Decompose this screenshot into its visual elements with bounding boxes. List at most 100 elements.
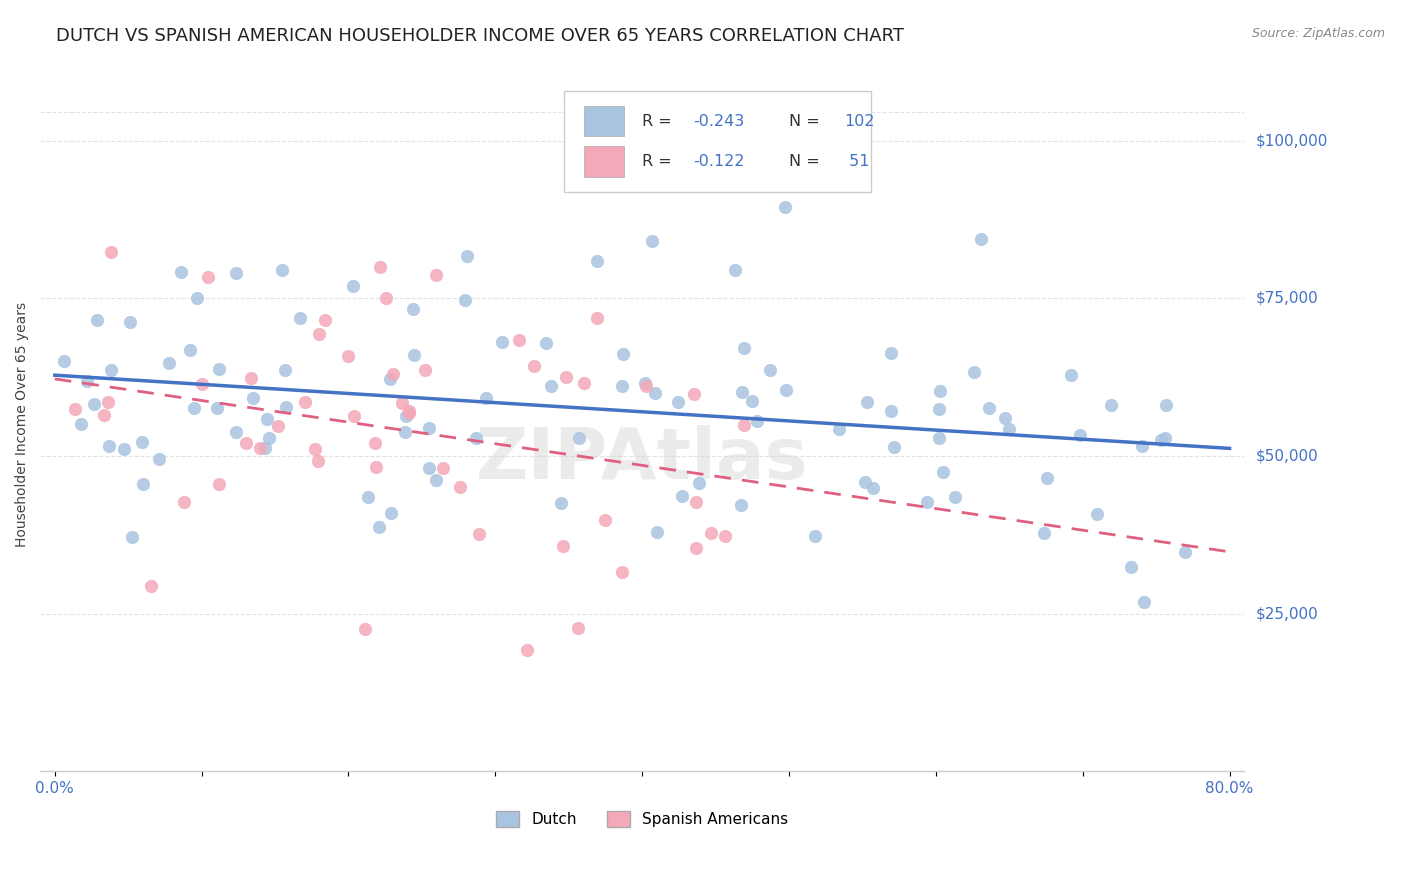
Point: [425, 268, 447, 283]
Point: [879, 404, 901, 418]
Point: [883, 440, 905, 454]
FancyBboxPatch shape: [585, 146, 624, 177]
Point: [394, 425, 416, 439]
Point: [254, 442, 277, 456]
Point: [274, 400, 297, 414]
Point: [186, 291, 208, 305]
Point: [190, 376, 212, 391]
Point: [997, 421, 1019, 435]
Point: [304, 442, 326, 457]
Point: [534, 336, 557, 351]
Point: [98, 439, 121, 453]
Point: [225, 266, 247, 280]
Point: [456, 249, 478, 263]
Point: [1150, 434, 1173, 448]
Text: N =: N =: [789, 113, 825, 128]
Point: [208, 476, 231, 491]
Point: [880, 345, 903, 359]
Point: [418, 421, 440, 435]
Point: [645, 524, 668, 539]
Point: [413, 363, 436, 377]
Point: [398, 403, 420, 417]
Point: [197, 269, 219, 284]
Point: [759, 363, 782, 377]
Point: [290, 310, 312, 325]
Point: [132, 476, 155, 491]
Point: [418, 460, 440, 475]
Point: [612, 347, 634, 361]
Point: [641, 234, 664, 248]
Point: [634, 376, 657, 390]
Point: [336, 349, 359, 363]
Point: [932, 466, 955, 480]
Point: [364, 436, 387, 450]
Point: [943, 490, 966, 504]
Point: [93, 409, 115, 423]
Point: [593, 513, 616, 527]
Text: N =: N =: [789, 154, 825, 169]
Point: [1154, 398, 1177, 412]
Point: [86, 312, 108, 326]
Point: [1036, 471, 1059, 485]
FancyBboxPatch shape: [585, 106, 624, 136]
Point: [380, 506, 402, 520]
Point: [634, 379, 657, 393]
Point: [354, 622, 377, 636]
Point: [516, 643, 538, 657]
Point: [308, 327, 330, 342]
Text: R =: R =: [643, 113, 678, 128]
Point: [235, 436, 257, 450]
Point: [225, 425, 247, 439]
Point: [179, 343, 201, 358]
Y-axis label: Householder Income Over 65 years: Householder Income Over 65 years: [15, 301, 30, 547]
Point: [170, 265, 193, 279]
Point: [1154, 431, 1177, 445]
Point: [1099, 398, 1122, 412]
Point: [915, 495, 938, 509]
Legend: Dutch, Spanish Americans: Dutch, Spanish Americans: [489, 805, 794, 833]
Point: [713, 529, 735, 543]
Point: [773, 200, 796, 214]
Point: [734, 341, 756, 355]
Point: [979, 401, 1001, 415]
Point: [157, 356, 180, 370]
Point: [567, 622, 589, 636]
Point: [100, 245, 122, 260]
Point: [1032, 526, 1054, 541]
Point: [700, 525, 723, 540]
Point: [1069, 428, 1091, 442]
Point: [100, 362, 122, 376]
Point: [112, 442, 135, 456]
Point: [745, 414, 768, 428]
Point: [586, 310, 609, 325]
Point: [855, 394, 877, 409]
Point: [853, 475, 876, 489]
Point: [367, 520, 389, 534]
Text: $50,000: $50,000: [1256, 449, 1317, 464]
Point: [1119, 559, 1142, 574]
Point: [474, 391, 496, 405]
Point: [83, 396, 105, 410]
Point: [610, 379, 633, 393]
Point: [398, 406, 420, 420]
Point: [775, 384, 797, 398]
Point: [307, 453, 329, 467]
Point: [173, 495, 195, 509]
Point: [314, 312, 336, 326]
Point: [688, 475, 710, 490]
Point: [63, 402, 86, 417]
Point: [148, 452, 170, 467]
Point: [671, 489, 693, 503]
Point: [741, 393, 763, 408]
Point: [468, 526, 491, 541]
Point: [141, 579, 163, 593]
Point: [803, 529, 825, 543]
Point: [523, 359, 546, 373]
Point: [731, 385, 754, 400]
Point: [666, 395, 689, 409]
Text: R =: R =: [643, 154, 678, 169]
Point: [586, 254, 609, 268]
Point: [364, 460, 387, 475]
Point: [120, 315, 142, 329]
Point: [183, 401, 205, 415]
